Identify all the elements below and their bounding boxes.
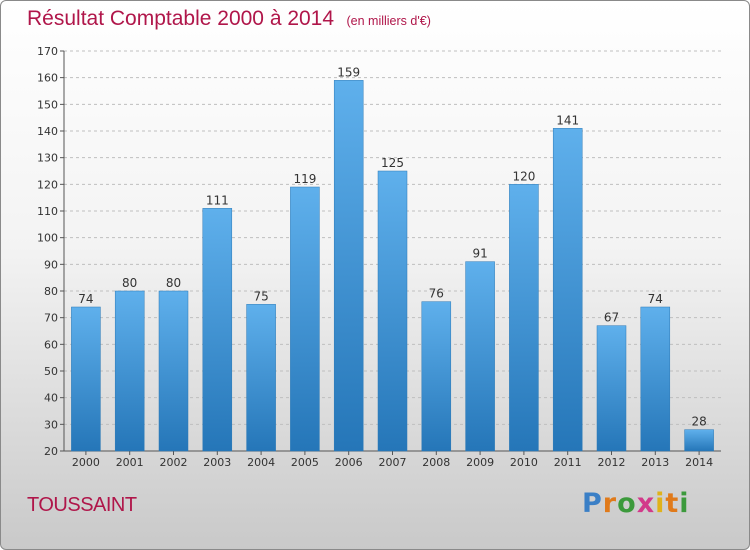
data-labels: 74 80 80 111 75 119 159 125 76 91 120 141 67 74 28 (78, 65, 706, 428)
bar (114, 290, 145, 452)
bar (552, 128, 583, 452)
x-tick-label: 2010 (510, 456, 538, 469)
y-tick-label: 140 (37, 125, 58, 138)
logo-letter: t (665, 488, 680, 519)
bar-value-label: 91 (472, 247, 487, 261)
x-tick-label: 2011 (554, 456, 582, 469)
bar (684, 429, 714, 452)
bar (333, 80, 364, 452)
y-tick-label: 150 (37, 98, 58, 111)
x-tick-label: 2014 (685, 456, 713, 469)
location-name: TOUSSAINT (27, 494, 137, 516)
x-tick-label: 2001 (116, 456, 144, 469)
y-tick-label: 30 (44, 418, 58, 431)
bar (377, 170, 408, 452)
bar (640, 306, 671, 452)
y-tick-label: 80 (44, 285, 58, 298)
bar (71, 306, 101, 452)
bar (202, 208, 233, 452)
chart-title: Résultat Comptable 2000 à 2014 (27, 7, 335, 30)
y-tick-label: 120 (37, 178, 58, 191)
bar-value-label: 67 (604, 311, 619, 325)
bar-value-label: 74 (78, 292, 93, 306)
bar-value-label: 119 (293, 172, 316, 186)
bar-value-label: 28 (691, 415, 706, 429)
y-tick-label: 160 (37, 72, 58, 85)
x-tick-label: 2005 (291, 456, 319, 469)
y-tick-label: 110 (37, 205, 58, 218)
logo-letter: i (679, 488, 690, 519)
logo-letter: P (582, 488, 603, 519)
bar-value-label: 76 (429, 287, 444, 301)
bar (509, 184, 539, 452)
proxiti-logo: Proxiti (582, 488, 690, 519)
bar (290, 186, 320, 452)
chart-subtitle: (en milliers d'€) (346, 14, 431, 28)
logo-letter: o (617, 488, 637, 519)
chart-title-row: Résultat Comptable 2000 à 2014 (en milli… (27, 7, 431, 31)
bar-value-label: 141 (556, 113, 579, 127)
bar (158, 290, 189, 452)
bar-value-label: 80 (122, 276, 137, 290)
y-tick-label: 130 (37, 152, 58, 165)
bar (246, 304, 276, 452)
logo-letter: i (655, 488, 666, 519)
bar-value-label: 159 (337, 65, 360, 79)
bar-value-label: 111 (206, 193, 229, 207)
x-tick-label: 2013 (641, 456, 669, 469)
bar-value-label: 74 (648, 292, 663, 306)
x-tick-label: 2004 (247, 456, 275, 469)
bar (421, 301, 452, 452)
y-tick-label: 20 (44, 445, 58, 458)
y-tick-label: 70 (44, 312, 58, 325)
bar-value-label: 80 (166, 276, 181, 290)
x-tick-label: 2008 (422, 456, 450, 469)
logo-letter: x (636, 488, 656, 519)
y-tick-label: 90 (44, 258, 58, 271)
bar-value-label: 120 (512, 169, 535, 183)
x-tick-label: 2000 (72, 456, 100, 469)
axes: 20 30 40 50 60 70 80 90 100 110 120 130 140 150 160 170… (37, 45, 721, 469)
x-tick-label: 2006 (335, 456, 363, 469)
y-tick-label: 60 (44, 338, 58, 351)
x-tick-label: 2012 (598, 456, 626, 469)
bars (71, 80, 714, 452)
bar (596, 325, 627, 452)
y-tick-label: 40 (44, 392, 58, 405)
y-tick-label: 50 (44, 365, 58, 378)
x-tick-label: 2002 (160, 456, 188, 469)
x-tick-label: 2003 (203, 456, 231, 469)
x-tick-label: 2009 (466, 456, 494, 469)
bar-value-label: 125 (381, 156, 404, 170)
bar (465, 261, 495, 452)
x-tick-label: 2007 (379, 456, 407, 469)
logo-letter: r (602, 488, 618, 519)
y-tick-label: 100 (37, 232, 58, 245)
y-tick-label: 170 (37, 45, 58, 58)
bar-value-label: 75 (253, 289, 268, 303)
